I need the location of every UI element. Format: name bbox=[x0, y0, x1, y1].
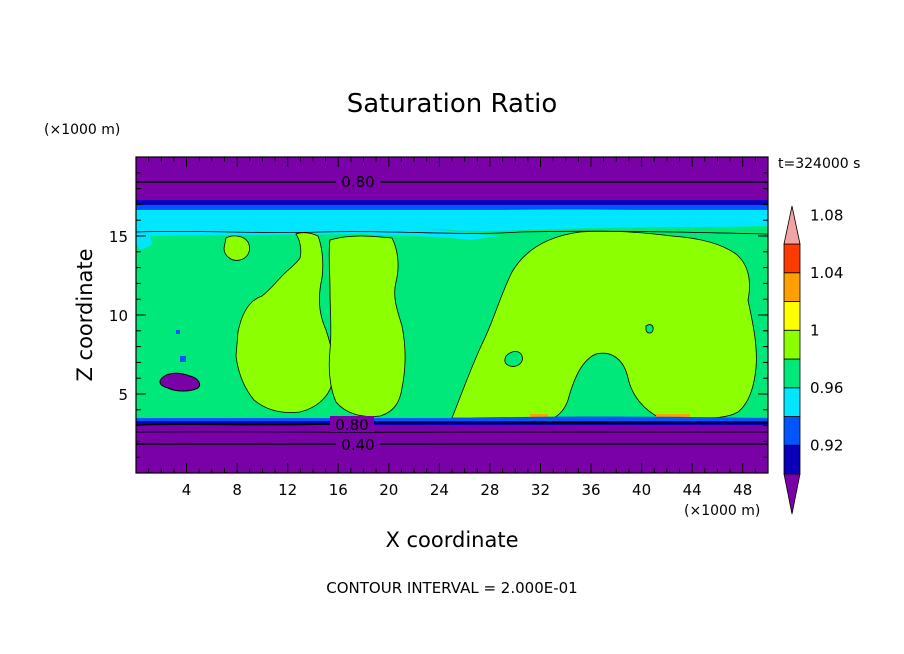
x-tick-label: 8 bbox=[232, 481, 242, 499]
colorbar-segment bbox=[783, 243, 801, 274]
colorbar-segment bbox=[783, 272, 801, 302]
colorbar-label: 1.08 bbox=[810, 206, 843, 224]
colorbar-label: 1.04 bbox=[810, 264, 843, 282]
chart-title: Saturation Ratio bbox=[347, 89, 558, 119]
y-tick-label: 10 bbox=[109, 307, 128, 325]
colorbar-segment bbox=[783, 301, 801, 331]
field-cloud-small bbox=[223, 235, 250, 261]
y-axis-label: Z coordinate bbox=[73, 248, 97, 381]
field-warm-strip-2 bbox=[656, 414, 690, 418]
field-cloud-hole-small bbox=[645, 324, 654, 334]
colorbar-label: 1 bbox=[810, 321, 820, 339]
x-tick-label: 32 bbox=[531, 481, 550, 499]
x-tick-label: 12 bbox=[278, 481, 297, 499]
colorbar-segment bbox=[783, 329, 801, 360]
plot-area: 0.80 0.80 0.40 4 8 12 16 20 24 28 32 36 40 44 48 51… bbox=[109, 156, 769, 499]
field-cloud-left bbox=[235, 232, 334, 413]
contour-label-bg-2 bbox=[330, 416, 374, 432]
x-tick-label: 24 bbox=[430, 481, 449, 499]
field-left-cyan bbox=[136, 228, 152, 250]
x-tick-label: 48 bbox=[733, 481, 752, 499]
contour-label-080-top: 0.80 bbox=[341, 173, 374, 191]
field-cloud-right bbox=[451, 230, 757, 421]
field-cloud-right-hole bbox=[504, 351, 523, 367]
field-upper-blue bbox=[136, 205, 768, 212]
x-tick-label: 36 bbox=[581, 481, 600, 499]
colorbar: 1.08 1.04 1 0.96 0.92 bbox=[783, 205, 843, 515]
x-tick-label: 16 bbox=[329, 481, 348, 499]
contour-0.80-bottom bbox=[136, 422, 768, 426]
colorbar-segment bbox=[783, 387, 801, 417]
y-tick-label: 15 bbox=[109, 228, 128, 246]
x-axis-label: X coordinate bbox=[385, 528, 518, 552]
colorbar-segment bbox=[783, 416, 801, 446]
time-label: t=324000 s bbox=[778, 156, 860, 172]
colorbar-segment bbox=[783, 358, 801, 389]
y-axis-unit: (×1000 m) bbox=[44, 122, 120, 138]
contour-0.60 bbox=[136, 431, 768, 433]
contour-label-bg-3 bbox=[336, 436, 380, 452]
y-axis: 5 10 15 bbox=[109, 172, 768, 458]
x-tick-label: 28 bbox=[480, 481, 499, 499]
contour-interval-footer: CONTOUR INTERVAL = 2.000E-01 bbox=[326, 579, 577, 597]
field-warm-strip-1 bbox=[530, 414, 548, 418]
field-upper-cyan-b bbox=[136, 222, 500, 240]
colorbar-low-extension bbox=[783, 473, 801, 515]
contour-1-upper bbox=[136, 230, 768, 235]
field-dry-blob-rim-2 bbox=[176, 330, 180, 334]
field-dry-blob-rim bbox=[180, 356, 186, 362]
x-tick-label: 40 bbox=[632, 481, 651, 499]
contour-label-040: 0.40 bbox=[341, 436, 374, 454]
contour-label-080-bottom: 0.80 bbox=[335, 416, 368, 434]
field-cloud-center bbox=[328, 235, 406, 417]
field-upper-navy bbox=[136, 200, 768, 206]
x-tick-label: 20 bbox=[379, 481, 398, 499]
contour-label-bg-1 bbox=[336, 172, 380, 190]
colorbar-segment bbox=[783, 444, 801, 475]
colorbar-high-extension bbox=[783, 205, 801, 245]
field-bottom-dry-layer bbox=[136, 425, 768, 473]
colorbar-label: 0.92 bbox=[810, 436, 843, 454]
x-tick-label: 44 bbox=[683, 481, 702, 499]
field-top-dry-layer bbox=[136, 157, 768, 203]
x-axis: 4 8 12 16 20 24 28 32 36 40 44 48 bbox=[148, 157, 756, 499]
x-axis-unit: (×1000 m) bbox=[684, 503, 760, 519]
field-dry-blob bbox=[159, 372, 201, 392]
x-tick-label: 4 bbox=[182, 481, 192, 499]
colorbar-label: 0.96 bbox=[810, 379, 843, 397]
y-tick-label: 5 bbox=[118, 386, 128, 404]
